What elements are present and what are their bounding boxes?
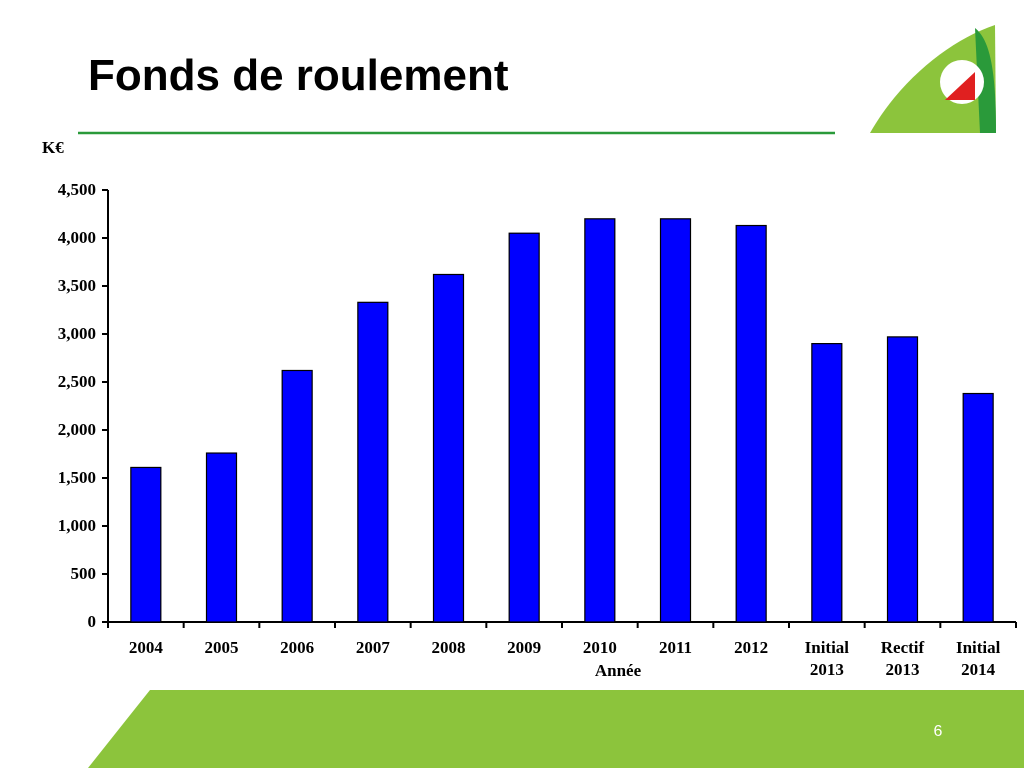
y-tick-label: 2,500 xyxy=(57,372,96,391)
y-tick-label: 0 xyxy=(87,612,97,631)
y-tick-label: 3,500 xyxy=(57,276,96,295)
y-tick-label: 4,500 xyxy=(57,180,96,199)
logo xyxy=(870,25,996,133)
x-tick-label: 2006 xyxy=(280,638,315,657)
x-tick-label: 2010 xyxy=(582,638,617,657)
x-tick-label: 2009 xyxy=(507,638,542,657)
bar xyxy=(205,452,238,623)
bar xyxy=(130,466,162,623)
y-tick-label: 4,000 xyxy=(57,228,96,247)
x-tick-label: 2004 xyxy=(128,638,163,657)
bar xyxy=(508,232,540,623)
x-tick-label: Initial 2014 xyxy=(955,638,1001,679)
bar xyxy=(281,369,313,623)
chart-title: Fonds de roulement xyxy=(88,51,509,100)
bar xyxy=(735,224,767,623)
x-tick-label: Initial 2013 xyxy=(804,638,850,679)
x-tick-label: Rectif 2013 xyxy=(880,638,925,679)
x-axis-title: Année xyxy=(594,661,642,680)
bar xyxy=(659,218,692,623)
x-tick-label: 2011 xyxy=(658,638,693,657)
footer-band xyxy=(88,690,1024,768)
y-tick-label: 3,000 xyxy=(57,324,96,343)
bar xyxy=(357,301,389,623)
y-tick-label: 1,500 xyxy=(57,468,96,487)
y-tick-label: 2,000 xyxy=(57,420,96,439)
page-number: 6 xyxy=(934,723,943,740)
bar xyxy=(584,218,616,623)
y-tick-label: 500 xyxy=(70,564,97,583)
y-tick-label: 1,000 xyxy=(57,516,96,535)
x-tick-label: 2012 xyxy=(734,638,769,657)
x-tick-label: 2007 xyxy=(355,638,390,657)
y-axis-title: K€ xyxy=(42,138,64,157)
x-tick-label: 2008 xyxy=(431,638,466,657)
bar xyxy=(432,273,465,623)
x-tick-label: 2005 xyxy=(204,638,239,657)
bar xyxy=(811,343,843,623)
bar xyxy=(886,336,919,623)
bar xyxy=(962,392,994,623)
